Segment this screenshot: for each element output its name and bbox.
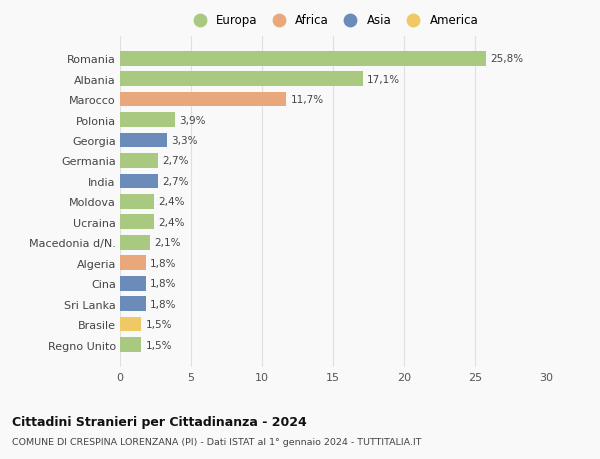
Text: 3,3%: 3,3% — [171, 136, 197, 146]
Legend: Europa, Africa, Asia, America: Europa, Africa, Asia, America — [183, 10, 483, 32]
Text: 1,8%: 1,8% — [150, 279, 176, 289]
Bar — [120, 113, 175, 128]
Text: 11,7%: 11,7% — [290, 95, 323, 105]
Text: 1,8%: 1,8% — [150, 299, 176, 309]
Text: 17,1%: 17,1% — [367, 74, 400, 84]
Bar — [120, 52, 487, 67]
Text: 1,5%: 1,5% — [146, 319, 172, 330]
Bar — [120, 297, 146, 311]
Bar — [120, 215, 154, 230]
Bar — [120, 72, 363, 87]
Bar — [120, 235, 150, 250]
Text: Cittadini Stranieri per Cittadinanza - 2024: Cittadini Stranieri per Cittadinanza - 2… — [12, 415, 307, 428]
Text: 3,9%: 3,9% — [179, 115, 206, 125]
Bar — [120, 93, 286, 107]
Text: 2,1%: 2,1% — [154, 238, 181, 248]
Text: 2,7%: 2,7% — [163, 177, 189, 186]
Text: 2,4%: 2,4% — [158, 197, 185, 207]
Bar — [120, 256, 146, 270]
Bar — [120, 317, 142, 332]
Bar — [120, 276, 146, 291]
Bar — [120, 195, 154, 209]
Bar — [120, 154, 158, 168]
Text: 2,4%: 2,4% — [158, 218, 185, 227]
Bar — [120, 337, 142, 352]
Text: 2,7%: 2,7% — [163, 156, 189, 166]
Text: COMUNE DI CRESPINA LORENZANA (PI) - Dati ISTAT al 1° gennaio 2024 - TUTTITALIA.I: COMUNE DI CRESPINA LORENZANA (PI) - Dati… — [12, 437, 421, 446]
Text: 1,5%: 1,5% — [146, 340, 172, 350]
Bar — [120, 174, 158, 189]
Text: 1,8%: 1,8% — [150, 258, 176, 268]
Bar — [120, 134, 167, 148]
Text: 25,8%: 25,8% — [491, 54, 524, 64]
